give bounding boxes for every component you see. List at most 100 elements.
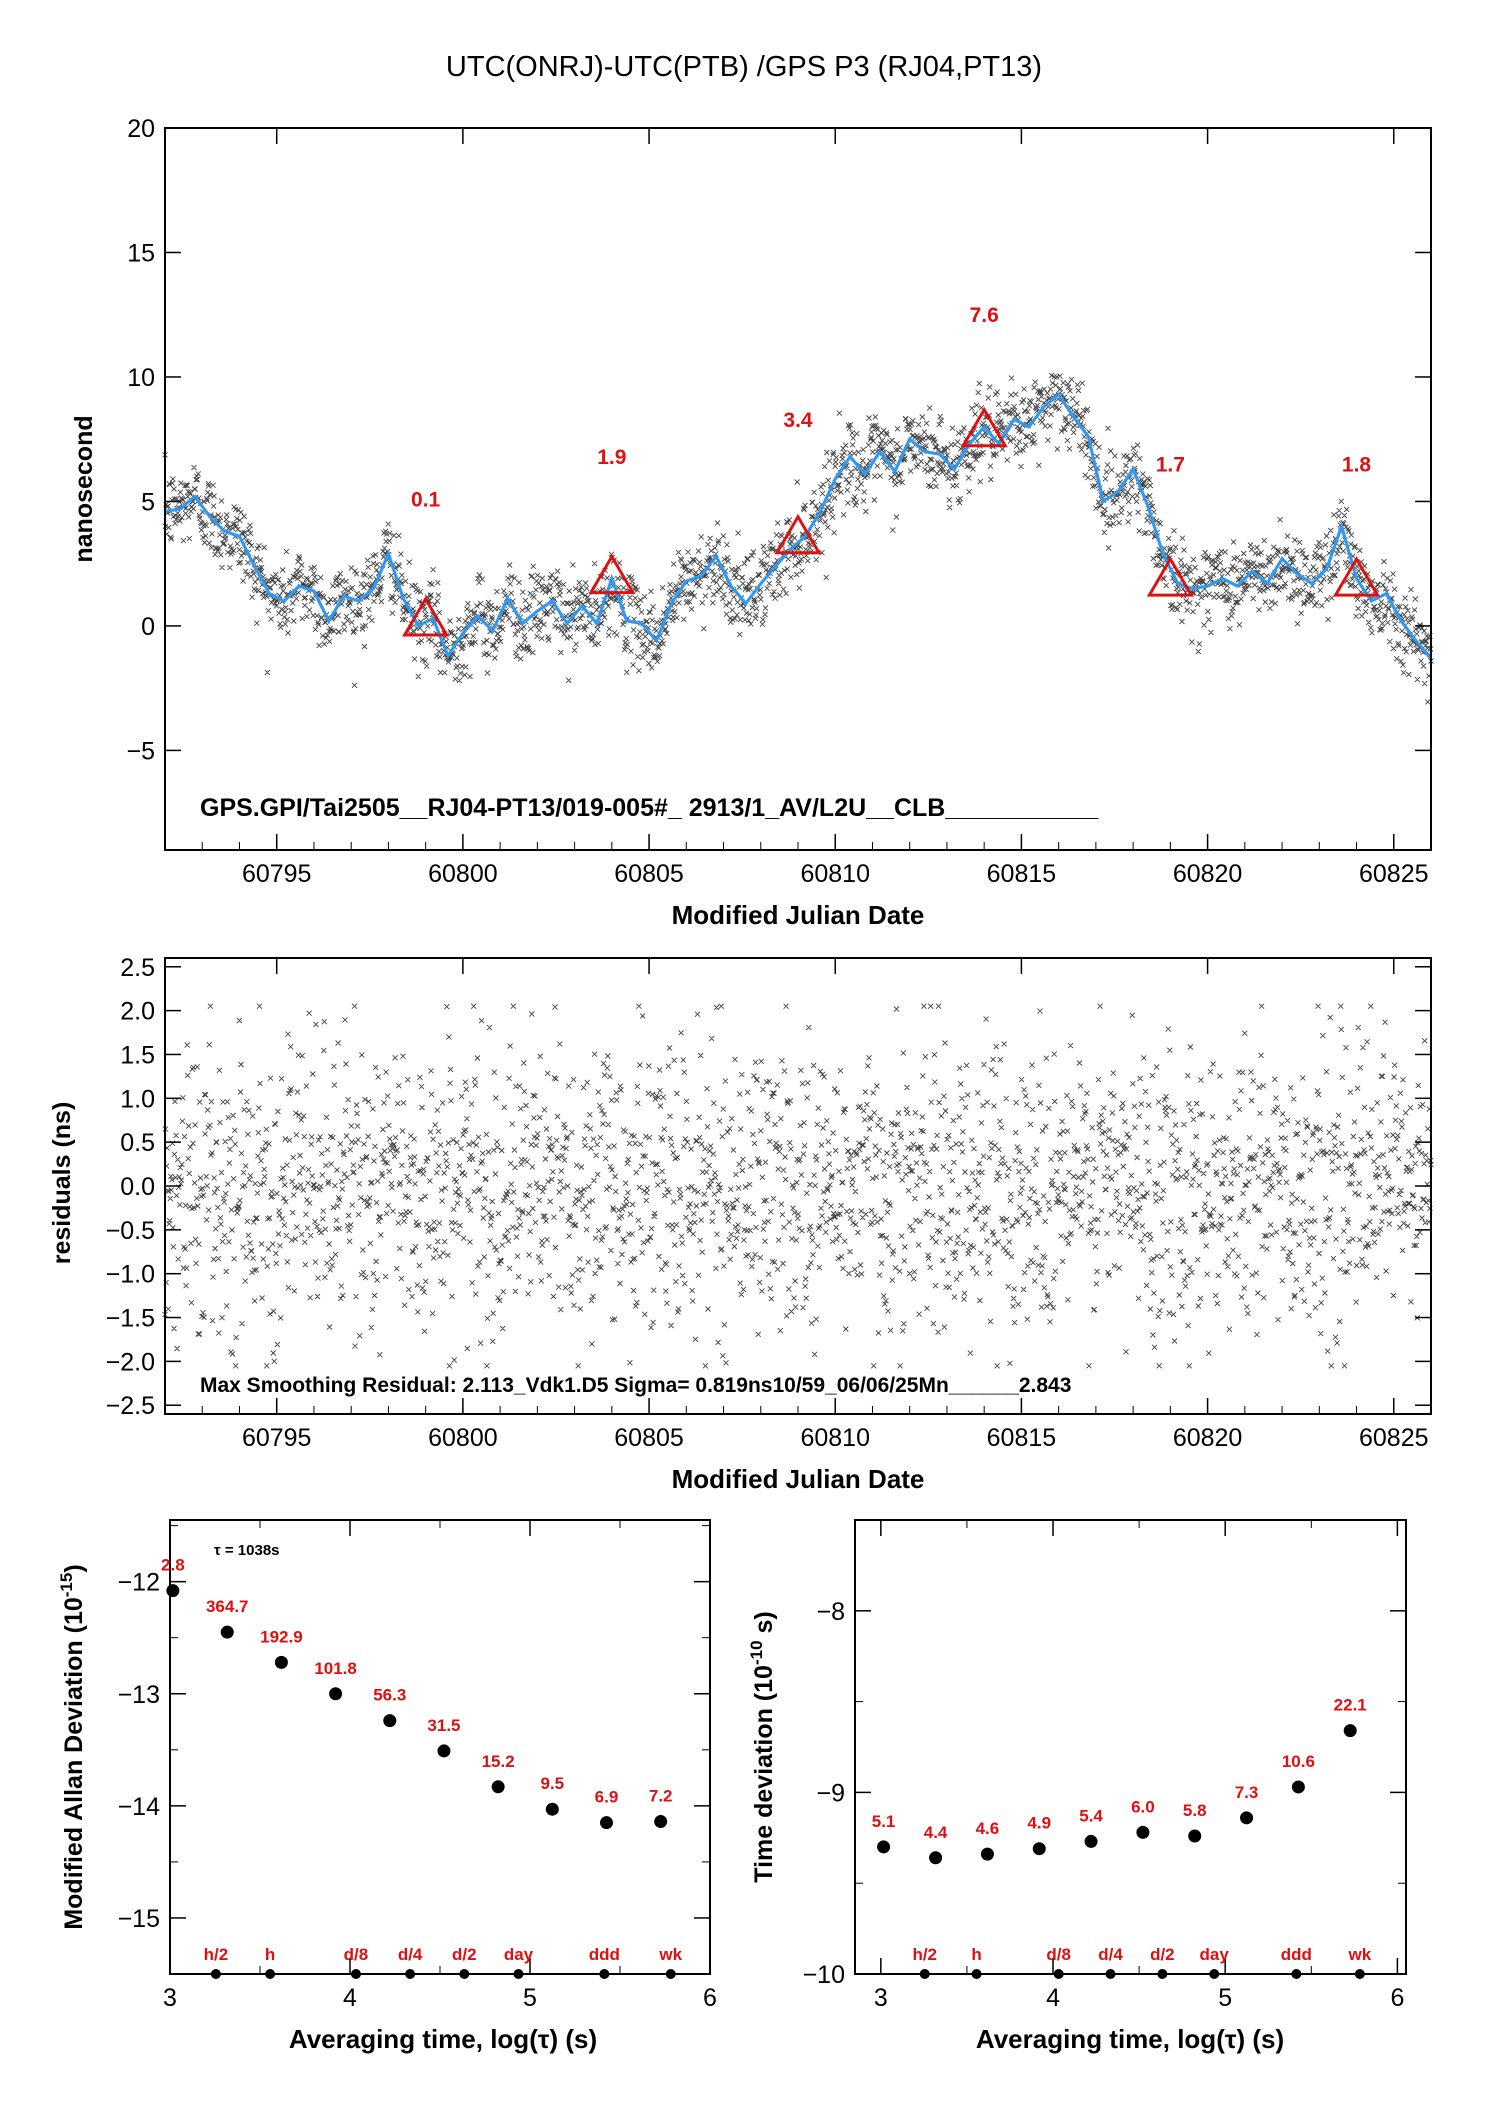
tdev-x-label: Averaging time, log(τ) (s) — [976, 2024, 1284, 2054]
main-axes: 60795 60800 60805 60810 60815 60820 60825 −5 0 5 1… — [126, 115, 1432, 888]
mdev-point — [220, 1625, 234, 1639]
tdev-point — [929, 1851, 943, 1865]
mdev-point — [545, 1802, 559, 1816]
main-x-tick-label: 60805 — [614, 860, 684, 888]
tdev-point-label: 22.1 — [1334, 1696, 1367, 1715]
mdev-time-mark-label: h — [265, 1945, 275, 1964]
residuals-x-tick-label: 60810 — [800, 1424, 870, 1452]
tdev-time-mark — [1053, 1969, 1064, 1979]
tdev-point-label: 6.0 — [1131, 1797, 1155, 1816]
figure-title: UTC(ONRJ)-UTC(PTB) /GPS P3 (RJ04,PT13) — [446, 51, 1042, 83]
mdev-time-mark — [350, 1969, 361, 1979]
tdev-x-tick-label: 4 — [1046, 1984, 1060, 2012]
mdev-tau-note: τ = 1038s — [214, 1542, 280, 1559]
residual-scatter-points — [162, 1003, 1434, 1369]
mdev-time-mark — [599, 1969, 610, 1979]
residuals-x-tick-label: 60825 — [1359, 1424, 1429, 1452]
mdev-y-tick-label: −12 — [118, 1569, 160, 1597]
mdev-x-tick-label: 3 — [163, 1984, 177, 2012]
main-triangle-marker — [774, 513, 822, 555]
residuals-axes: 60795 60800 60805 60810 60815 60820 60825 −2.5 −… — [106, 954, 1432, 1452]
main-triangle-marker — [1332, 556, 1381, 597]
tdev-y-tick-label: −9 — [816, 1779, 845, 1807]
mdev-point-label: 9.5 — [540, 1774, 564, 1793]
mdev-y-label-exponent: -15 — [57, 1573, 76, 1598]
tdev-chart: 3 4 5 6 −10 −9 −8 5.1 4.4 4.6 4.9 5.4 6.0 5.8 7.3 10.6… — [747, 1519, 1407, 2054]
main-y-label: nanosecond — [70, 415, 98, 562]
main-y-tick-label: −5 — [126, 737, 155, 765]
tdev-point — [1084, 1834, 1098, 1848]
mdev-y-tick-label: −15 — [118, 1905, 160, 1933]
mdev-point-label: 56.3 — [373, 1686, 406, 1705]
main-y-tick-label: 15 — [127, 239, 155, 267]
mdev-y-tick-label: −14 — [118, 1793, 161, 1821]
tdev-point — [980, 1847, 994, 1861]
tdev-point-label: 5.8 — [1183, 1801, 1207, 1820]
mdev-point-label: 15.2 — [482, 1752, 515, 1771]
main-x-tick-label: 60820 — [1173, 860, 1243, 888]
tdev-time-mark — [1291, 1969, 1302, 1979]
residuals-annotation: Max Smoothing Residual: 2.113_Vdk1.D5 Si… — [200, 1374, 1071, 1397]
mdev-x-tick-label: 5 — [523, 1984, 537, 2012]
residuals-x-tick-label: 60820 — [1173, 1424, 1243, 1452]
residuals-chart: 60795 60800 60805 60810 60815 60820 60825 −2.5 −… — [48, 954, 1434, 1494]
tdev-point — [1240, 1811, 1254, 1825]
main-plot-frame — [164, 127, 1432, 851]
residuals-y-tick-label: −1.5 — [106, 1305, 155, 1333]
main-marker-label: 1.7 — [1156, 454, 1185, 477]
tdev-point-label: 5.1 — [872, 1812, 896, 1831]
tdev-point-label: 7.3 — [1235, 1783, 1259, 1802]
mdev-time-mark-label: d/2 — [452, 1945, 477, 1964]
mdev-time-mark-label: h/2 — [204, 1945, 229, 1964]
main-triangle-marker — [402, 595, 450, 637]
tdev-time-mark — [1209, 1969, 1220, 1979]
tdev-points: 5.1 4.4 4.6 4.9 5.4 6.0 5.8 7.3 10.6 22.1 h/2 h d/8 d… — [872, 1696, 1372, 1979]
residual-point-crosses — [162, 1003, 1434, 1369]
tdev-time-mark — [1354, 1969, 1365, 1979]
mdev-point — [274, 1655, 288, 1669]
mdev-point — [600, 1816, 613, 1830]
residuals-y-tick-label: 2.5 — [120, 954, 155, 982]
main-smooth-curve — [164, 392, 1433, 660]
tdev-point — [1343, 1724, 1357, 1738]
tdev-point-label: 10.6 — [1282, 1752, 1315, 1771]
main-marker-label: 0.1 — [411, 488, 441, 511]
residuals-y-tick-label: 1.0 — [120, 1085, 155, 1113]
tdev-point — [1136, 1825, 1150, 1839]
mdev-point-label: 7.2 — [649, 1787, 673, 1806]
main-annotation: GPS.GPI/Tai2505__RJ04-PT13/019-005#_ 291… — [200, 794, 1099, 822]
mdev-x-tick-label: 6 — [703, 1984, 717, 2012]
tdev-point-label: 5.4 — [1079, 1806, 1103, 1825]
tdev-x-tick-label: 5 — [1218, 1984, 1232, 2012]
mdev-point — [383, 1714, 397, 1728]
main-x-tick-label: 60825 — [1359, 860, 1429, 888]
tdev-time-mark — [1105, 1969, 1116, 1979]
mdev-time-mark — [210, 1969, 221, 1979]
mdev-time-mark-label: ddd — [589, 1945, 620, 1964]
tdev-time-mark-label: h/2 — [912, 1945, 937, 1964]
mdev-axes: 3 4 5 6 −15 −14 −13 −12 — [118, 1520, 717, 2012]
mdev-point-label: 31.5 — [427, 1716, 460, 1735]
main-y-tick-label: 5 — [141, 488, 155, 516]
mdev-point — [437, 1744, 451, 1758]
residuals-y-tick-label: 0.0 — [120, 1173, 155, 1201]
mdev-time-mark-label: d/4 — [398, 1945, 423, 1964]
mdev-time-mark-label: wk — [658, 1945, 682, 1964]
tdev-time-mark-label: h — [971, 1945, 981, 1964]
tdev-time-mark-label: d/8 — [1046, 1945, 1071, 1964]
mdev-time-mark — [513, 1969, 524, 1979]
main-marker-label: 1.8 — [1342, 454, 1372, 477]
main-y-tick-label: 10 — [127, 364, 155, 392]
tdev-point-label: 4.9 — [1027, 1814, 1051, 1833]
residuals-x-tick-label: 60815 — [987, 1424, 1057, 1452]
main-x-tick-label: 60795 — [242, 860, 312, 888]
mdev-time-mark — [665, 1969, 676, 1979]
main-marker-label: 7.6 — [970, 304, 999, 327]
residuals-y-tick-label: 1.5 — [120, 1041, 155, 1069]
main-triangle-marker — [1146, 556, 1194, 597]
tdev-y-tick-label: −8 — [816, 1598, 845, 1626]
tdev-point-label: 4.4 — [924, 1823, 948, 1842]
mdev-time-mark — [459, 1969, 470, 1979]
tdev-time-mark — [919, 1969, 930, 1979]
mdev-time-mark-label: day — [504, 1945, 534, 1964]
